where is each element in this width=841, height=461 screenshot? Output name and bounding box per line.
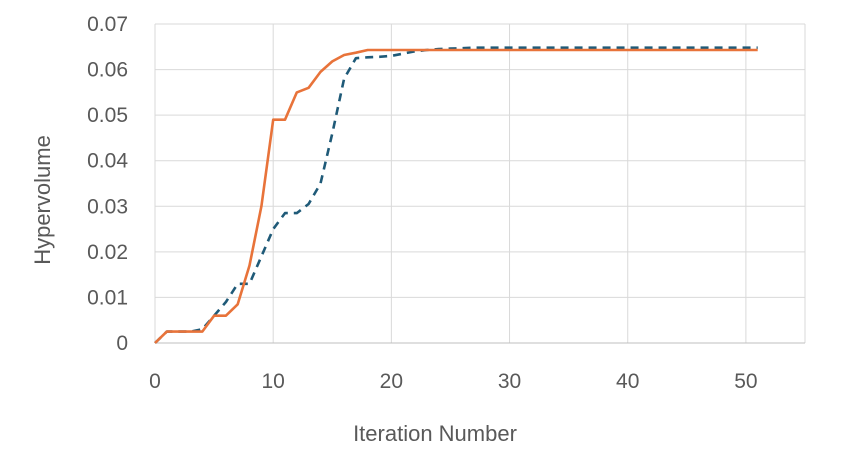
- y-tick-label: 0: [116, 332, 128, 355]
- y-tick-label: 0.03: [87, 195, 128, 218]
- x-tick-label: 10: [262, 370, 285, 393]
- y-tick-labels: 0 0.01 0.02 0.03 0.04 0.05 0.06 0.07: [87, 13, 128, 355]
- y-tick-label: 0.01: [87, 286, 128, 309]
- y-tick-label: 0.05: [87, 104, 128, 127]
- series-lines: [154, 46, 758, 344]
- x-tick-label: 50: [734, 370, 757, 393]
- y-axis-title: Hypervolume: [30, 135, 55, 265]
- y-tick-label: 0.06: [87, 59, 128, 82]
- x-tick-label: 0: [149, 370, 161, 393]
- x-axis-title: Iteration Number: [353, 421, 517, 446]
- y-tick-label: 0.02: [87, 241, 128, 264]
- y-tick-label: 0.07: [87, 13, 128, 36]
- y-tick-label: 0.04: [87, 150, 128, 173]
- grid: [154, 23, 806, 344]
- x-tick-labels: 0 10 20 30 40 50: [149, 370, 757, 393]
- x-tick-label: 30: [498, 370, 521, 393]
- x-tick-label: 40: [616, 370, 639, 393]
- series-line-2: [154, 48, 758, 344]
- x-tick-label: 20: [380, 370, 403, 393]
- series-line-1: [154, 46, 758, 344]
